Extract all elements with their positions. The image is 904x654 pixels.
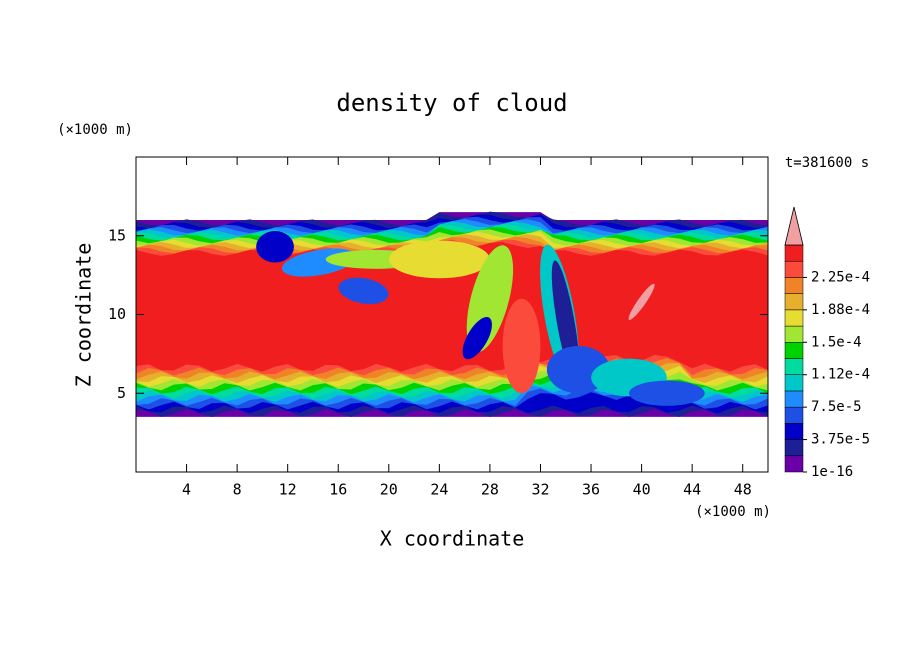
x-tick-label: 48 (734, 481, 752, 499)
colorbar-label: 1.88e-4 (811, 302, 870, 318)
y-tick-label: 15 (108, 226, 126, 244)
x-tick-label: 20 (380, 481, 398, 499)
colorbar-box (784, 423, 804, 440)
colorbar-box (784, 260, 804, 278)
contour-blob (502, 298, 541, 394)
x-tick-label: 4 (182, 481, 191, 499)
colorbar-label: 2.25e-4 (811, 269, 870, 285)
contour-blob (462, 317, 492, 360)
colorbar-label: 3.75e-5 (811, 432, 870, 448)
colorbar-box (784, 439, 804, 457)
contour-blob (628, 283, 655, 321)
contour-field (136, 211, 768, 418)
colorbar-box (784, 244, 804, 262)
contour-blob (338, 277, 389, 305)
colorbar-extend (784, 206, 804, 246)
x-tick-label: 32 (531, 481, 549, 499)
x-unit: (×1000 m) (695, 504, 771, 520)
y-tick-label: 10 (108, 305, 126, 323)
contour-blob (256, 231, 294, 263)
colorbar-box (784, 342, 804, 359)
x-tick-label: 8 (233, 481, 242, 499)
colorbar-label: 1e-16 (811, 464, 853, 480)
colorbar-box (784, 325, 804, 343)
colorbar-box (784, 277, 804, 294)
contour-blob (629, 380, 705, 406)
y-axis-label: Z coordinate (72, 243, 96, 388)
x-tick-label: 28 (481, 481, 499, 499)
time-annotation: t=381600 s (785, 155, 869, 171)
colorbar-box (784, 390, 804, 408)
colorbar-box (784, 293, 804, 311)
y-unit: (×1000 m) (57, 122, 133, 138)
colorbar-box (784, 358, 804, 375)
x-tick-label: 36 (582, 481, 600, 499)
x-tick-label: 12 (279, 481, 297, 499)
colorbar-label: 7.5e-5 (811, 399, 862, 415)
colorbar-box (784, 309, 804, 327)
x-axis-label: X coordinate (380, 527, 525, 551)
colorbar-box (784, 455, 804, 473)
x-tick-label: 24 (430, 481, 448, 499)
colorbar-box (784, 406, 804, 424)
x-tick-label: 44 (683, 481, 701, 499)
colorbar-box (784, 374, 804, 392)
colorbar-label: 1.5e-4 (811, 334, 862, 350)
x-tick-label: 16 (329, 481, 347, 499)
contour-blob (388, 240, 490, 279)
chart-title: density of cloud (336, 89, 567, 117)
colorbar-label: 1.12e-4 (811, 367, 870, 383)
y-tick-label: 5 (117, 384, 126, 402)
x-tick-label: 40 (633, 481, 651, 499)
